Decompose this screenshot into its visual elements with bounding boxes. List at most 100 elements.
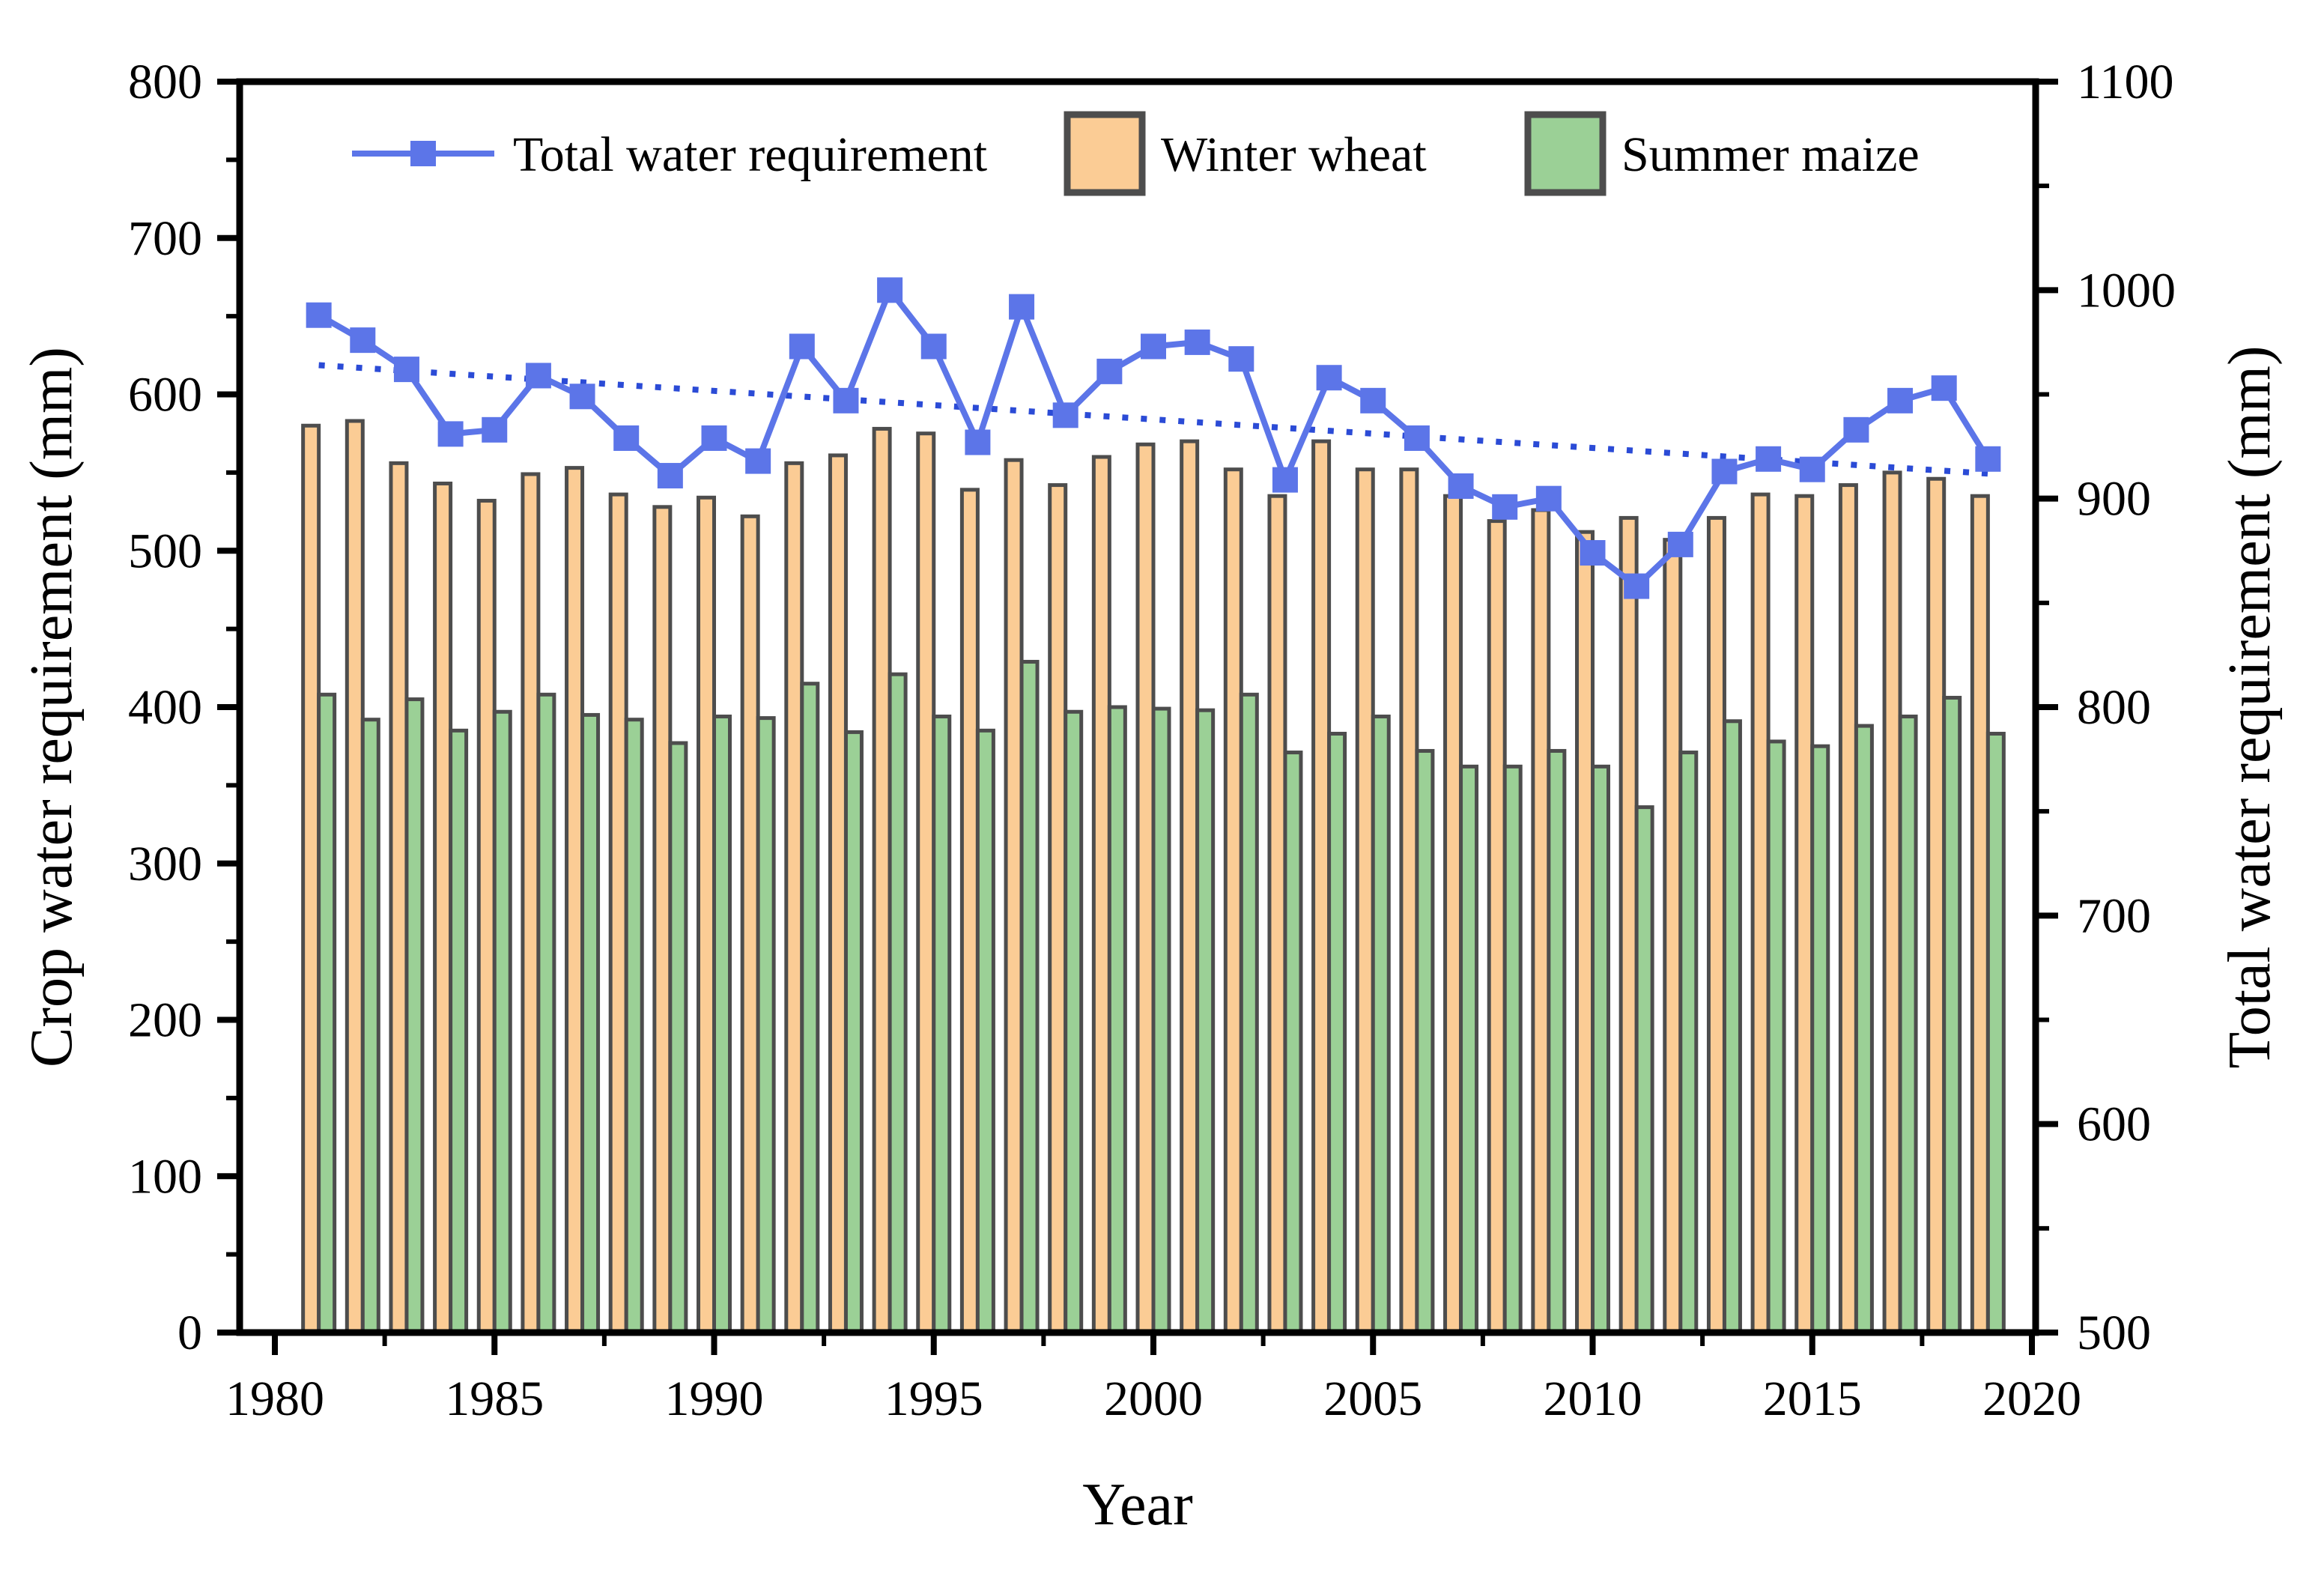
bar-summer-maize-2000 xyxy=(1151,706,1171,1335)
bar-winter-wheat-2004 xyxy=(1311,439,1332,1335)
bar-winter-wheat-2003 xyxy=(1267,494,1287,1335)
bar-winter-wheat-2008 xyxy=(1487,519,1507,1335)
bar-winter-wheat-1996 xyxy=(959,488,980,1335)
left-tick-label-800: 800 xyxy=(128,55,202,109)
bar-summer-maize-2001 xyxy=(1195,708,1216,1335)
bar-winter-wheat-2018 xyxy=(1926,476,1947,1335)
marker-1999 xyxy=(1096,358,1123,384)
marker-1998 xyxy=(1052,402,1078,428)
marker-1985 xyxy=(482,416,508,443)
bar-winter-wheat-1984 xyxy=(433,481,453,1335)
bar-summer-maize-1989 xyxy=(668,741,688,1335)
right-tick-label-1100: 1100 xyxy=(2077,55,2174,109)
bar-summer-maize-1992 xyxy=(800,682,820,1335)
bar-summer-maize-2009 xyxy=(1547,748,1567,1335)
left-tick-label-300: 300 xyxy=(128,837,202,891)
bar-summer-maize-2014 xyxy=(1766,739,1786,1335)
bar-winter-wheat-1998 xyxy=(1048,483,1068,1335)
right-tick-label-700: 700 xyxy=(2077,888,2151,943)
bar-summer-maize-2006 xyxy=(1415,748,1435,1335)
bar-winter-wheat-1986 xyxy=(521,472,541,1335)
bar-summer-maize-1998 xyxy=(1064,709,1084,1335)
bar-summer-maize-2015 xyxy=(1810,744,1830,1335)
marker-2011 xyxy=(1624,573,1650,599)
x-tick-label-2020: 2020 xyxy=(1982,1372,2081,1426)
bar-winter-wheat-2009 xyxy=(1531,508,1551,1335)
marker-1983 xyxy=(393,357,419,383)
right-tick-label-600: 600 xyxy=(2077,1097,2151,1152)
bar-summer-maize-1982 xyxy=(360,718,380,1335)
bar-summer-maize-1984 xyxy=(449,728,469,1335)
bar-summer-maize-1986 xyxy=(536,692,556,1335)
marker-1982 xyxy=(350,327,376,354)
bar-summer-maize-1985 xyxy=(492,709,512,1335)
bar-summer-maize-2012 xyxy=(1678,751,1699,1335)
bar-summer-maize-1993 xyxy=(843,730,864,1335)
bar-winter-wheat-1994 xyxy=(872,426,892,1335)
marker-2016 xyxy=(1843,416,1869,443)
marker-2012 xyxy=(1667,531,1693,557)
legend-label-summer-maize: Summer maize xyxy=(1621,127,1920,182)
left-tick-label-600: 600 xyxy=(128,368,202,422)
left-tick-label-0: 0 xyxy=(178,1306,202,1360)
bar-summer-maize-2017 xyxy=(1898,715,1918,1335)
marker-1992 xyxy=(789,333,815,360)
bar-winter-wheat-1993 xyxy=(828,453,848,1335)
bar-summer-maize-1995 xyxy=(932,715,952,1335)
marker-2000 xyxy=(1141,333,1166,360)
bar-winter-wheat-2001 xyxy=(1180,439,1200,1335)
bar-winter-wheat-1997 xyxy=(1004,458,1024,1335)
right-tick-label-800: 800 xyxy=(2077,680,2151,735)
marker-2017 xyxy=(1887,387,1914,413)
right-tick-label-500: 500 xyxy=(2077,1306,2151,1360)
bar-summer-maize-1990 xyxy=(712,715,732,1335)
legend-marker-sample xyxy=(410,141,436,166)
marker-1997 xyxy=(1009,294,1035,320)
marker-1994 xyxy=(877,277,903,303)
bar-winter-wheat-2012 xyxy=(1663,538,1683,1335)
bar-winter-wheat-1985 xyxy=(476,498,497,1335)
bar-winter-wheat-1983 xyxy=(389,461,409,1335)
legend-swatch-summer-maize xyxy=(1524,111,1607,196)
marker-2002 xyxy=(1228,346,1254,372)
x-tick-label-2005: 2005 xyxy=(1323,1372,1422,1426)
bar-winter-wheat-2005 xyxy=(1355,467,1375,1335)
marker-1996 xyxy=(965,429,991,455)
marker-1995 xyxy=(920,333,947,360)
right-tick-label-900: 900 xyxy=(2077,472,2151,527)
bar-summer-maize-1999 xyxy=(1107,705,1127,1335)
marker-2004 xyxy=(1316,365,1342,391)
x-tick-label-1990: 1990 xyxy=(665,1372,764,1426)
bar-winter-wheat-2000 xyxy=(1135,442,1156,1335)
bar-winter-wheat-2002 xyxy=(1223,467,1243,1335)
marker-2013 xyxy=(1711,458,1738,485)
line-markers xyxy=(306,277,2001,599)
marker-2010 xyxy=(1580,540,1606,566)
bar-summer-maize-2016 xyxy=(1854,724,1874,1335)
bar-winter-wheat-1989 xyxy=(652,505,673,1335)
bar-summer-maize-2003 xyxy=(1283,751,1303,1335)
bar-summer-maize-2008 xyxy=(1502,764,1523,1335)
bar-winter-wheat-2015 xyxy=(1794,494,1815,1335)
legend-label-total: Total water requirement xyxy=(513,127,987,182)
bar-winter-wheat-1995 xyxy=(916,431,936,1335)
marker-1988 xyxy=(613,425,640,451)
bar-summer-maize-2019 xyxy=(1985,731,2006,1335)
right-axis-title: Total water requirement (mm) xyxy=(2217,345,2283,1068)
bar-summer-maize-2018 xyxy=(1942,695,1962,1335)
marker-1989 xyxy=(657,463,683,489)
marker-1991 xyxy=(745,448,771,474)
bar-winter-wheat-2013 xyxy=(1706,515,1726,1335)
bar-winter-wheat-1999 xyxy=(1091,455,1111,1335)
left-tick-label-500: 500 xyxy=(128,524,202,578)
bar-winter-wheat-2019 xyxy=(1970,494,1990,1335)
bar-summer-maize-2002 xyxy=(1239,692,1259,1335)
left-tick-label-100: 100 xyxy=(128,1149,202,1204)
marker-1986 xyxy=(525,363,551,389)
x-tick-label-2015: 2015 xyxy=(1763,1372,1862,1426)
x-tick-label-2010: 2010 xyxy=(1544,1372,1642,1426)
bar-summer-maize-2005 xyxy=(1371,715,1391,1335)
marker-2008 xyxy=(1492,494,1518,520)
left-tick-label-400: 400 xyxy=(128,680,202,735)
